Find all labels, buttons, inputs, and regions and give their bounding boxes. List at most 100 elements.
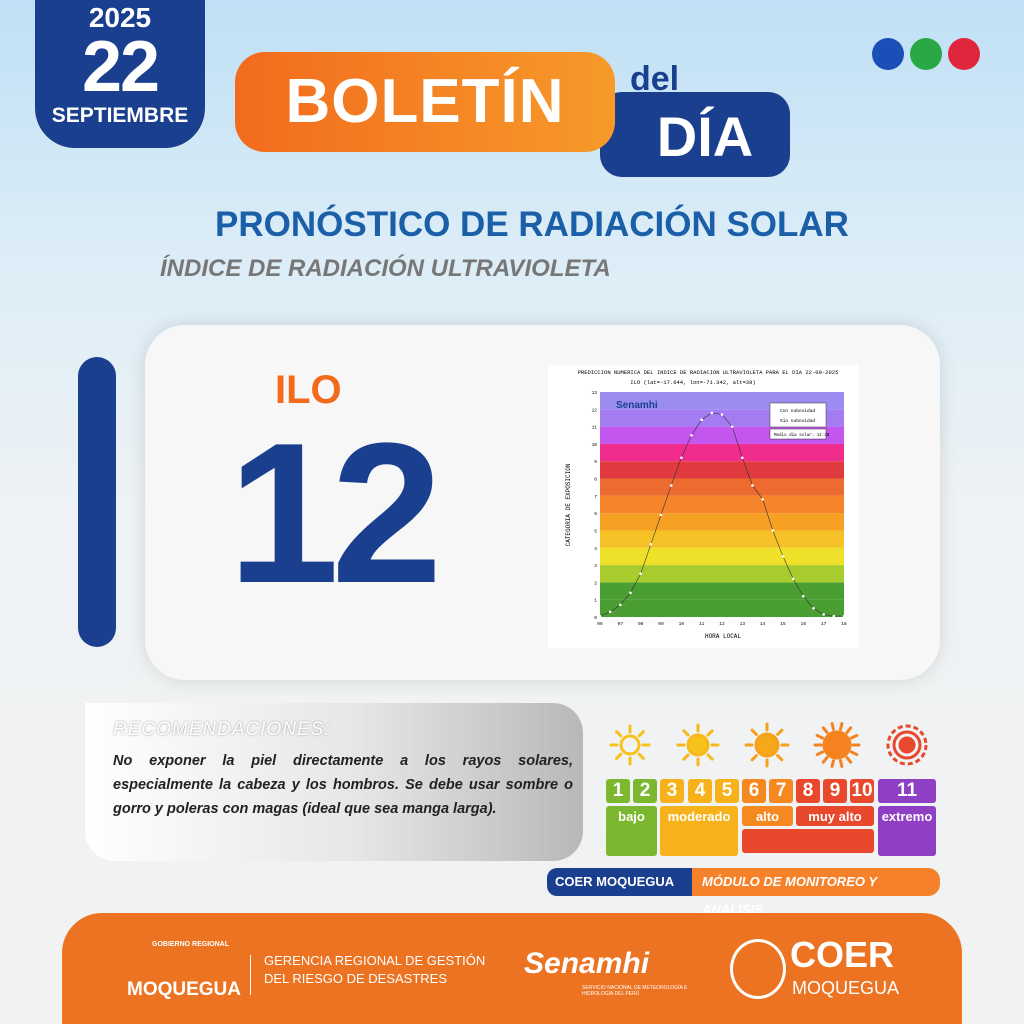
y-tick-label: 2	[594, 580, 597, 586]
gob-small: GOBIERNO REGIONAL	[152, 941, 230, 948]
protection-icons	[742, 829, 874, 853]
uv-band	[600, 461, 844, 479]
senamhi-sub: SERVICIO NACIONAL DE METEOROLOGÍA E HIDR…	[582, 985, 688, 997]
recommendations-panel: RECOMENDACIONES: No exponer la piel dire…	[85, 703, 583, 861]
uv-level-7: 7	[769, 779, 793, 803]
color-dots	[866, 38, 980, 75]
uv-value: 12	[228, 402, 442, 625]
sun-ray	[821, 726, 829, 734]
x-axis-label: HORA LOCAL	[705, 633, 741, 640]
uv-point	[781, 555, 785, 558]
uv-level-8: 8	[796, 779, 820, 803]
year: 2025	[88, 2, 152, 33]
uv-category-moderado: moderado	[660, 806, 738, 856]
uv-band	[600, 443, 844, 462]
accent-bar	[78, 357, 116, 647]
sun-very-high-icon	[813, 722, 861, 768]
sun-ray	[637, 752, 645, 760]
y-tick-label: 4	[594, 546, 597, 552]
uv-category-bajo: bajo	[606, 806, 657, 856]
sun-extreme-icon	[886, 724, 928, 766]
gob-logo-text: MOQUEGUA	[127, 979, 241, 1000]
uv-category-extremo: extremo	[878, 806, 936, 856]
uv-point	[832, 614, 836, 618]
x-tick-label: 11	[699, 621, 705, 627]
x-tick-label: 14	[760, 621, 766, 627]
sun-ray	[830, 759, 835, 768]
green-dot-icon	[910, 38, 942, 70]
uv-band	[600, 495, 844, 514]
uv-point	[680, 456, 683, 460]
sun-ray	[637, 730, 645, 738]
uv-point	[751, 484, 754, 487]
module-label: MÓDULO DE MONITOREO Y ANÁLISIS	[680, 868, 940, 917]
y-tick-label: 1	[594, 598, 597, 604]
coer-seal-icon	[730, 939, 786, 999]
uv-band	[600, 478, 844, 496]
gerencia-line1: GERENCIA REGIONAL DE GESTIÓN	[264, 953, 486, 968]
sun-ray	[615, 730, 623, 738]
uv-point	[822, 613, 825, 616]
sun-ray	[845, 726, 853, 734]
location-name: ILO	[275, 368, 342, 412]
uv-chart: PREDICCION NUMERICA DEL INDICE DE RADIAC…	[548, 365, 858, 648]
uv-level-4: 4	[688, 779, 712, 803]
sun-ray	[830, 722, 835, 731]
del-label: del	[630, 60, 680, 98]
sun-ray	[776, 728, 784, 736]
uv-point	[639, 572, 642, 576]
legend-sin: Sin nubosidad	[780, 418, 815, 424]
uv-point	[649, 543, 653, 546]
sun-ray	[682, 729, 690, 737]
sun-high-icon	[744, 722, 790, 768]
chart-subtitle: ILO (lat=-17.644, lon=-71.342, alt=39)	[630, 379, 755, 386]
senamhi-chart-logo: Senamhi	[616, 400, 658, 411]
uv-level-6: 6	[742, 779, 766, 803]
x-tick-label: 06	[597, 621, 603, 627]
gerencia-line2: DEL RIESGO DE DESASTRES	[264, 971, 448, 986]
solar-noon-label: Medio dia solar: 11:38	[774, 433, 830, 438]
uv-band	[600, 530, 844, 548]
coer-sub: MOQUEGUA	[792, 978, 900, 998]
sun-ray	[750, 754, 758, 762]
y-tick-label: 12	[592, 407, 598, 413]
sun-ray	[706, 729, 714, 737]
uv-point	[761, 498, 764, 501]
x-tick-label: 08	[638, 621, 644, 627]
sun-ray	[776, 754, 784, 762]
sun-ray	[615, 752, 623, 760]
sun-ray	[849, 733, 859, 740]
sun-ray	[706, 753, 714, 761]
page-title: PRONÓSTICO DE RADIACIÓN SOLAR	[215, 205, 849, 244]
uv-point	[842, 614, 846, 618]
sun-icons	[609, 722, 928, 768]
uv-point	[791, 577, 795, 581]
uv-point	[659, 513, 663, 517]
uv-level-3: 3	[660, 779, 684, 803]
legend-con: Con nubosidad	[780, 408, 815, 414]
sun-ray	[750, 728, 758, 736]
y-tick-label: 10	[592, 442, 598, 448]
uv-band	[600, 582, 844, 600]
y-tick-label: 9	[594, 459, 597, 465]
x-tick-label: 13	[740, 621, 746, 627]
uv-level-2: 2	[633, 779, 657, 803]
coer-label: COER MOQUEGUA	[547, 868, 692, 896]
x-tick-label: 16	[801, 621, 807, 627]
x-tick-label: 12	[719, 621, 725, 627]
chart-title: PREDICCION NUMERICA DEL INDICE DE RADIAC…	[578, 369, 839, 376]
y-tick-label: 8	[594, 477, 597, 483]
dia-banner: DÍA	[600, 92, 790, 177]
x-tick-label: 17	[821, 621, 827, 627]
uv-level-1: 1	[606, 779, 630, 803]
sun-moderate-icon	[676, 723, 720, 767]
divider	[250, 955, 251, 995]
month: SEPTIEMBRE	[51, 104, 189, 127]
x-tick-label: 10	[679, 621, 685, 627]
x-tick-label: 09	[658, 621, 664, 627]
y-tick-label: 11	[592, 425, 598, 431]
uv-point	[598, 614, 602, 618]
sun-ray	[839, 759, 844, 768]
recommendations-heading: RECOMENDACIONES:	[113, 719, 331, 740]
sun-ray	[682, 753, 690, 761]
